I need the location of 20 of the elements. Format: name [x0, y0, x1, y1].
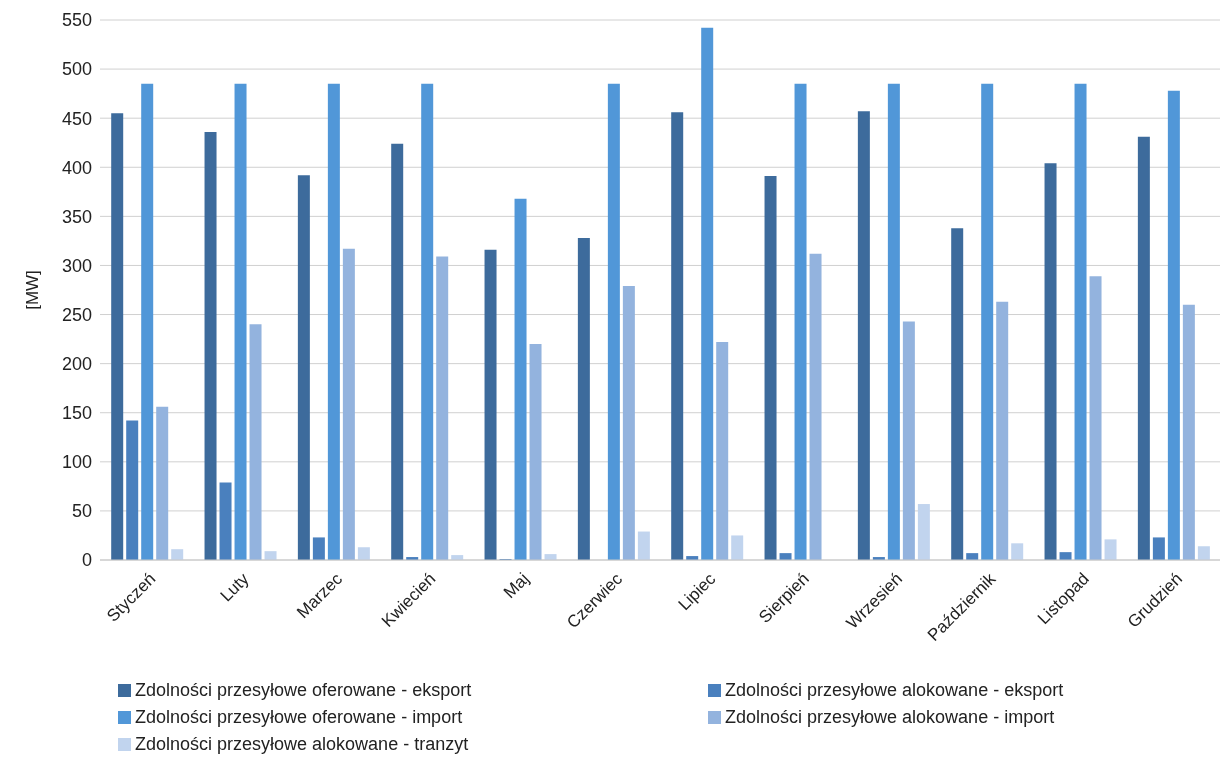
y-tick-label: 550	[61, 10, 92, 31]
y-tick-label: 450	[61, 108, 92, 129]
y-axis-title: [MW]	[23, 270, 43, 310]
legend-label: Zdolności przesyłowe oferowane - import	[135, 707, 463, 728]
y-tick-label: 250	[61, 304, 92, 325]
legend-label: Zdolności przesyłowe alokowane - import	[725, 707, 1055, 728]
y-tick-label: 300	[61, 255, 92, 276]
y-tick-label: 0	[81, 550, 92, 571]
y-tick-label: 100	[61, 452, 92, 473]
y-tick-label: 350	[61, 206, 92, 227]
x-tick-label: Maj	[499, 569, 533, 603]
legend-label: Zdolności przesyłowe oferowane - eksport	[135, 680, 472, 701]
x-tick-label: Luty	[216, 568, 254, 606]
y-tick-label: 50	[71, 501, 92, 522]
y-tick-label: 150	[61, 403, 92, 424]
y-tick-label: 200	[61, 354, 92, 375]
y-tick-label: 500	[61, 59, 92, 80]
legend-label: Zdolności przesyłowe alokowane - eksport	[725, 680, 1064, 701]
y-tick-label: 400	[61, 157, 92, 178]
legend-label: Zdolności przesyłowe alokowane - tranzyt	[135, 734, 469, 755]
